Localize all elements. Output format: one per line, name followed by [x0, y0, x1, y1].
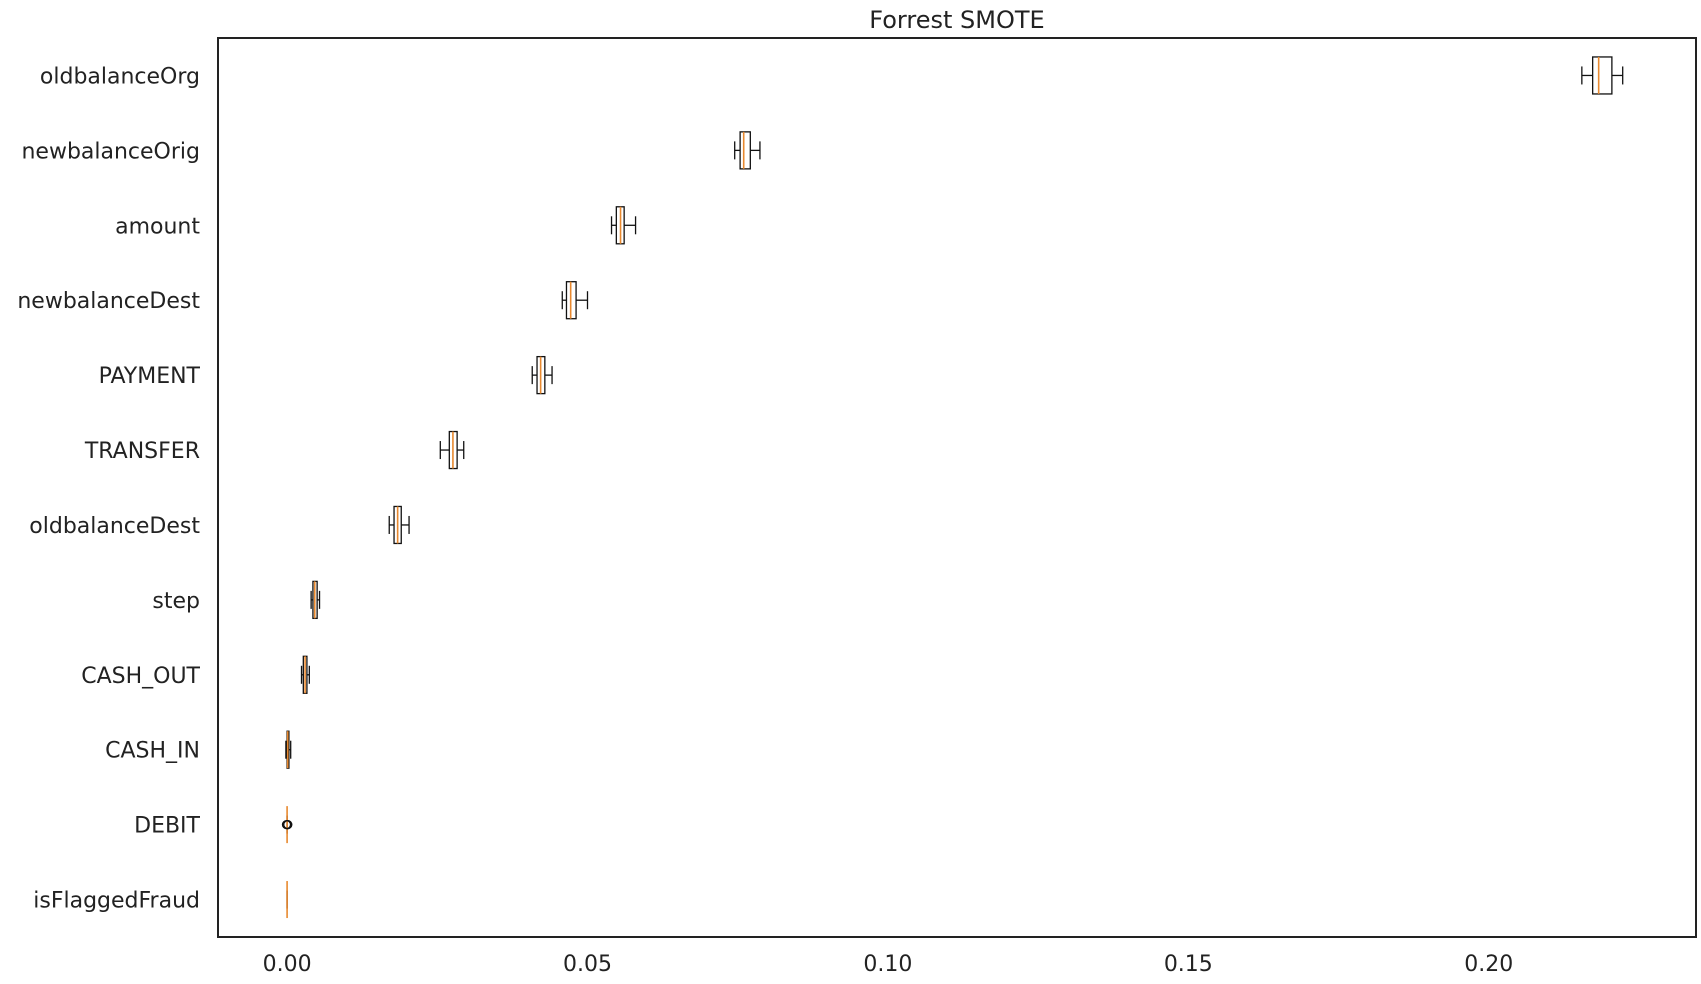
y-tick-label: CASH_IN: [105, 739, 200, 764]
box-newbalanceDest: [561, 281, 589, 320]
x-tick-label: 0.00: [263, 952, 312, 977]
y-tick-label: PAYMENT: [99, 364, 201, 389]
box-newbalanceOrig: [734, 131, 761, 170]
box-amount: [610, 206, 637, 245]
plot-frame: [217, 37, 1697, 938]
iqr-box: [739, 131, 751, 170]
box-step: [310, 580, 321, 620]
x-axis: 0.00 0.05 0.10 0.15 0.20: [263, 952, 1514, 977]
y-tick-label: oldbalanceDest: [29, 514, 200, 539]
x-tick-label: 0.10: [863, 952, 912, 977]
y-tick-label: oldbalanceOrg: [40, 64, 200, 89]
x-tick-label: 0.20: [1464, 952, 1513, 977]
y-tick-label: amount: [115, 214, 200, 239]
box-DEBIT: [281, 806, 293, 844]
y-tick-label: step: [152, 589, 200, 614]
box-oldbalanceOrg: [1581, 56, 1624, 95]
box-CASH_IN: [285, 730, 292, 769]
boxes-layer: [281, 56, 1624, 919]
box-PAYMENT: [531, 355, 553, 395]
y-tick-labels: oldbalanceOrg newbalanceOrig amount newbala…: [17, 64, 200, 913]
x-tick-label: 0.15: [1164, 952, 1213, 977]
flier-point: [283, 819, 293, 830]
y-tick-label: newbalanceOrig: [21, 139, 200, 164]
box-TRANSFER: [439, 430, 465, 470]
box-oldbalanceDest: [388, 505, 410, 545]
box-CASH_OUT: [300, 655, 310, 694]
y-tick-label: newbalanceDest: [17, 289, 200, 314]
x-tick-label: 0.05: [563, 952, 612, 977]
y-tick-label: isFlaggedFraud: [33, 889, 200, 914]
y-tick-label: CASH_OUT: [81, 664, 200, 689]
chart-title: Forrest SMOTE: [869, 6, 1044, 34]
y-tick-label: TRANSFER: [84, 439, 200, 464]
y-tick-label: DEBIT: [134, 814, 200, 839]
iqr-box: [1592, 56, 1613, 95]
